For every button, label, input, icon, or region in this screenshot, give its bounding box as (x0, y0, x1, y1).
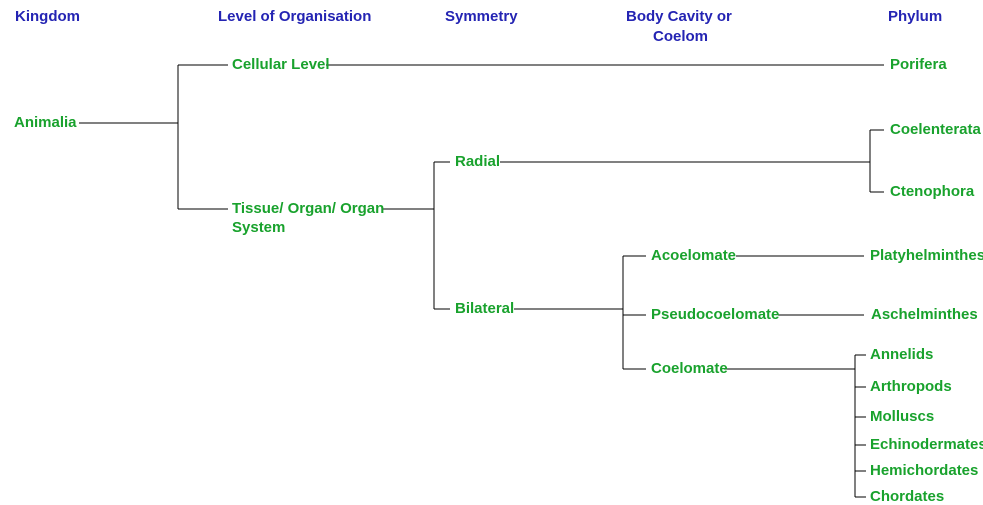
tree-node-aschel: Aschelminthes (871, 306, 978, 323)
column-header-coelom1: Body Cavity or (626, 8, 732, 25)
column-header-kingdom: Kingdom (15, 8, 80, 25)
tree-node-coelenterata: Coelenterata (890, 121, 981, 138)
tree-node-tissue2: System (232, 219, 285, 236)
tree-node-bilateral: Bilateral (455, 300, 514, 317)
tree-node-molluscs: Molluscs (870, 408, 934, 425)
tree-node-radial: Radial (455, 153, 500, 170)
tree-node-coel: Coelomate (651, 360, 728, 377)
column-header-phylum: Phylum (888, 8, 942, 25)
column-header-symmetry: Symmetry (445, 8, 518, 25)
tree-node-tissue: Tissue/ Organ/ Organ (232, 200, 384, 217)
tree-node-pseudo: Pseudocoelomate (651, 306, 779, 323)
tree-node-ctenophora: Ctenophora (890, 183, 974, 200)
tree-node-cellular: Cellular Level (232, 56, 330, 73)
tree-node-animalia: Animalia (14, 114, 77, 131)
column-header-level: Level of Organisation (218, 8, 371, 25)
tree-node-platy: Platyhelminthes (870, 247, 983, 264)
tree-node-echino: Echinodermates (870, 436, 983, 453)
tree-node-porifera: Porifera (890, 56, 947, 73)
column-header-coelom2: Coelom (653, 28, 708, 45)
connector-layer (0, 0, 983, 503)
tree-node-arthropods: Arthropods (870, 378, 952, 395)
tree-node-chordates: Chordates (870, 488, 944, 505)
tree-node-acoel: Acoelomate (651, 247, 736, 264)
tree-node-hemi: Hemichordates (870, 462, 978, 479)
tree-node-annelids: Annelids (870, 346, 933, 363)
